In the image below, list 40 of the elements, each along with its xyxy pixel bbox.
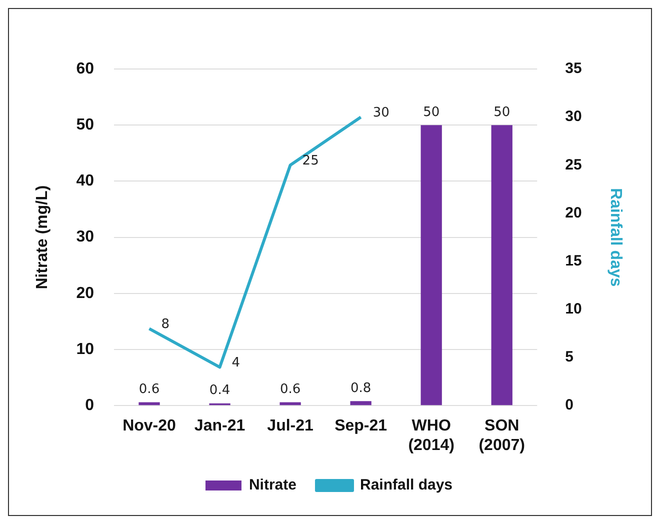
data-label: 0.6 — [280, 382, 301, 398]
y-tick-label: 30 — [76, 228, 94, 246]
x-tick-label: Jul-21 — [267, 418, 314, 435]
data-label: 25 — [302, 154, 319, 169]
legend-label: Nitrate — [248, 476, 296, 494]
bar — [420, 125, 442, 406]
y-tick-label: 0 — [85, 397, 94, 414]
bar — [350, 401, 372, 406]
x-tick-label: SON (2007) — [478, 418, 525, 454]
y-tick-label: 50 — [76, 116, 94, 134]
y-tick-label: 20 — [76, 284, 94, 302]
data-label: 0.4 — [209, 383, 230, 398]
bar — [138, 402, 160, 406]
data-label: 0.6 — [138, 382, 160, 398]
y2-tick-label: 5 — [565, 348, 574, 366]
data-label: 50 — [494, 104, 510, 120]
data-label: 0.8 — [350, 380, 372, 396]
x-tick-label: WHO (2014) — [408, 418, 454, 454]
bar — [280, 402, 301, 406]
data-label: 4 — [232, 356, 240, 371]
y2-tick-label: 10 — [565, 300, 582, 318]
y-tick-label: 40 — [76, 172, 94, 190]
y2-tick-label: 30 — [565, 108, 582, 126]
y2-tick-label: 25 — [565, 156, 582, 174]
y-tick-label: 60 — [76, 60, 94, 78]
x-tick-label: Sep-21 — [334, 418, 388, 435]
x-tick-label: Nov-20 — [122, 418, 176, 435]
y2-tick-label: 0 — [565, 396, 574, 414]
data-label: 50 — [423, 104, 440, 120]
bar — [491, 125, 512, 406]
data-label: 30 — [372, 105, 390, 120]
y-axis-title: Nitrate (mg/L) — [34, 185, 52, 290]
y2-tick-label: 35 — [565, 60, 582, 78]
y2-tick-label: 15 — [565, 252, 582, 270]
y2-axis-title: Rainfall days — [606, 188, 624, 287]
y-tick-label: 10 — [76, 340, 94, 358]
y2-tick-label: 20 — [565, 204, 582, 222]
x-tick-label: Jan-21 — [194, 418, 246, 435]
legend-label: Rainfall days — [360, 476, 453, 494]
data-label: 8 — [161, 317, 170, 332]
